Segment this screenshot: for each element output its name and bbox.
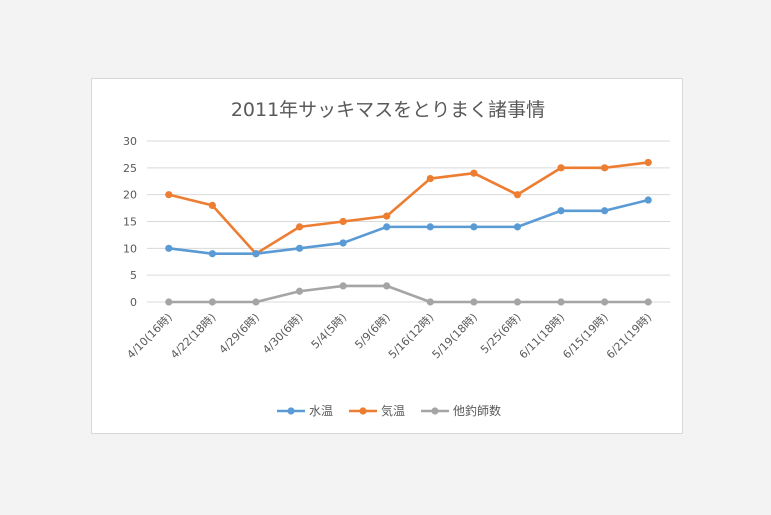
gridlines bbox=[147, 140, 670, 303]
data-point bbox=[426, 298, 434, 306]
data-point bbox=[644, 196, 652, 204]
data-point bbox=[557, 298, 565, 306]
data-point bbox=[470, 298, 478, 306]
data-point bbox=[208, 250, 216, 258]
y-tick-label: 25 bbox=[123, 162, 137, 175]
line-chart: 2011年サッキマスをとりまく諸事情 0 5 10 15 20 25 30 4/10(16時… bbox=[123, 99, 670, 418]
data-point bbox=[644, 158, 652, 167]
y-tick-label: 10 bbox=[123, 242, 137, 255]
data-point bbox=[295, 287, 304, 295]
x-tick-label: 4/29(6時) bbox=[217, 311, 262, 356]
x-tick-label: 6/21(19時) bbox=[604, 311, 654, 361]
y-tick-label: 5 bbox=[130, 269, 137, 282]
y-tick-label: 0 bbox=[130, 296, 137, 309]
data-point bbox=[383, 223, 391, 231]
legend-label: 水温 bbox=[309, 404, 333, 418]
data-point bbox=[601, 298, 609, 306]
data-point bbox=[426, 223, 434, 231]
y-axis-ticks: 0 5 10 15 20 25 30 bbox=[123, 135, 137, 309]
data-point bbox=[295, 223, 304, 231]
x-tick-label: 4/22(18時) bbox=[168, 311, 218, 361]
data-point bbox=[252, 298, 260, 306]
x-tick-label: 5/16(12時) bbox=[386, 311, 436, 361]
chart-title: 2011年サッキマスをとりまく諸事情 bbox=[231, 99, 545, 121]
x-tick-label: 4/10(16時) bbox=[124, 311, 174, 361]
data-point bbox=[601, 207, 609, 215]
series-line bbox=[167, 284, 650, 304]
data-point bbox=[252, 250, 260, 258]
data-point bbox=[513, 191, 522, 199]
y-tick-label: 20 bbox=[123, 189, 137, 202]
chart-panel: 2011年サッキマスをとりまく諸事情 0 5 10 15 20 25 30 4/10(16時… bbox=[91, 78, 683, 434]
data-point bbox=[383, 212, 391, 220]
x-tick-label: 4/30(6時) bbox=[260, 311, 305, 356]
series-line bbox=[167, 198, 650, 255]
legend-label: 気温 bbox=[381, 403, 405, 418]
data-point bbox=[339, 217, 347, 226]
data-point bbox=[470, 223, 478, 231]
x-tick-label: 5/9(6時) bbox=[352, 311, 393, 352]
data-point bbox=[513, 298, 522, 306]
data-point bbox=[165, 191, 173, 199]
data-point bbox=[165, 298, 173, 306]
series-line bbox=[167, 161, 650, 255]
x-axis-ticks: 4/10(16時)4/22(18時)4/29(6時)4/30(6時) 5/4(5時… bbox=[124, 311, 654, 361]
data-point bbox=[383, 282, 391, 290]
legend-marker bbox=[431, 407, 439, 415]
legend-label: 他釣師数 bbox=[453, 403, 501, 418]
data-point bbox=[339, 282, 347, 290]
x-tick-label: 5/25(6時) bbox=[478, 311, 523, 356]
legend: 水温 気温 他釣師数 bbox=[277, 403, 501, 418]
data-point bbox=[470, 169, 478, 177]
data-point bbox=[557, 164, 565, 172]
y-tick-label: 30 bbox=[123, 135, 137, 148]
series-lines bbox=[165, 158, 652, 306]
x-tick-label: 6/15(19時) bbox=[560, 311, 610, 361]
data-point bbox=[208, 201, 216, 209]
data-point bbox=[426, 174, 434, 183]
data-point bbox=[339, 239, 347, 247]
data-point bbox=[513, 223, 522, 231]
data-point bbox=[165, 244, 173, 252]
legend-marker bbox=[359, 407, 367, 415]
legend-marker bbox=[287, 407, 295, 415]
data-point bbox=[601, 164, 609, 172]
x-tick-label: 5/19(18時) bbox=[430, 311, 480, 361]
data-point bbox=[644, 298, 652, 306]
y-tick-label: 15 bbox=[123, 216, 137, 229]
data-point bbox=[295, 244, 304, 252]
x-tick-label: 6/11(18時) bbox=[517, 311, 567, 361]
data-point bbox=[208, 298, 216, 306]
x-tick-label: 5/4(5時) bbox=[309, 311, 350, 352]
data-point bbox=[557, 207, 565, 215]
